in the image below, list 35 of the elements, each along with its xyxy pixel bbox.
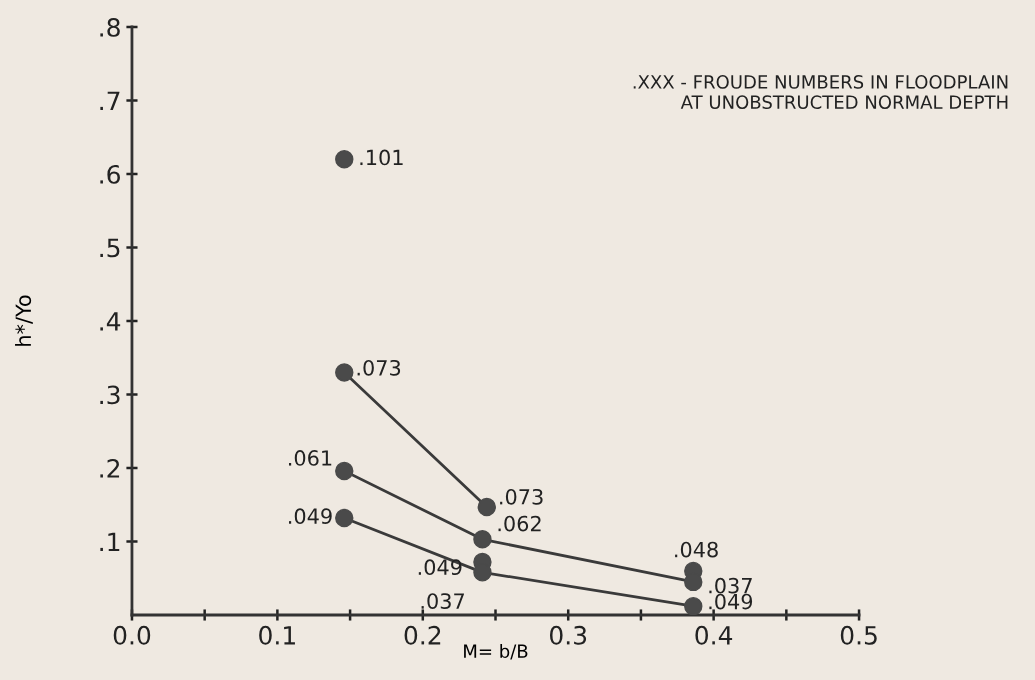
- y-tick-label: .6: [100, 164, 120, 184]
- annotation: .XXX - FROUDE NUMBERS IN FLOODPLAIN AT UNOBSTRUCTED NORMAL DEPTH: [633, 75, 1008, 109]
- annotation: .037: [709, 577, 752, 594]
- x-tick-label: 0.4: [695, 625, 733, 645]
- x-tick-label: 0.2: [404, 625, 441, 645]
- point: [335, 508, 354, 528]
- point: [335, 150, 354, 169]
- x-tick-label: 0.5: [840, 625, 877, 645]
- y-tick-label: .5: [100, 238, 120, 258]
- y-tick-label: .3: [100, 385, 120, 405]
- annotation: .073: [500, 488, 543, 505]
- annotation: .061: [289, 450, 332, 466]
- annotation: .062: [498, 515, 541, 532]
- y-tick-label: .1: [100, 532, 120, 551]
- annotation: .101: [360, 149, 403, 166]
- x-tick-label: 0.0: [113, 625, 151, 645]
- x-tick-label: 0.3: [549, 625, 587, 645]
- annotation: .049: [709, 593, 753, 610]
- x-tick-label: 0.1: [259, 625, 295, 645]
- annotation: .073: [357, 359, 401, 376]
- annotation: .048: [675, 541, 718, 558]
- x-axis-title: M= b/B: [464, 644, 528, 660]
- point: [335, 363, 354, 382]
- point: [473, 530, 492, 549]
- point: [335, 461, 354, 481]
- y-tick-label: .7: [100, 91, 120, 110]
- point: [477, 497, 496, 517]
- y-tick-label: .8: [100, 17, 120, 37]
- annotation: .037: [421, 593, 464, 609]
- y-axis-title: h*/Yo: [15, 295, 33, 346]
- annotation: .049: [289, 508, 332, 525]
- annotation: .049: [418, 559, 462, 576]
- y-tick-label: .4: [100, 312, 121, 331]
- y-tick-label: .2: [100, 458, 120, 478]
- point: [684, 596, 703, 615]
